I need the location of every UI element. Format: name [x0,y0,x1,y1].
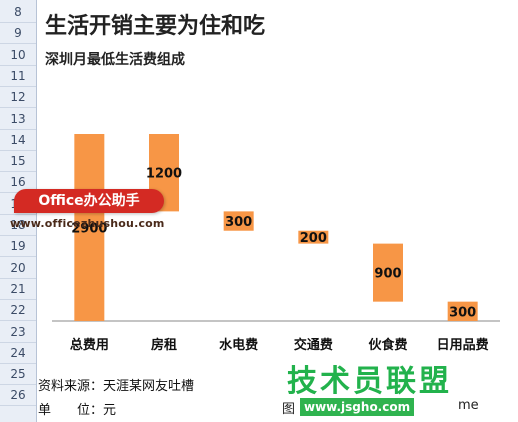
data-label: 1200 [146,167,182,182]
row-number[interactable]: 15 [0,151,36,173]
chart-bar [447,301,478,321]
row-number[interactable]: 14 [0,130,36,151]
site-watermark-text: 技术员联盟 [287,364,452,399]
row-number[interactable]: 19 [0,236,36,258]
footer-fragment-left: 图 [282,402,296,417]
chart-bar [223,211,254,231]
row-number[interactable]: 26 [0,385,36,407]
chart-bar [298,230,329,244]
chart-bar [373,243,403,302]
row-number[interactable]: 22 [0,300,36,322]
data-label: 900 [374,267,401,282]
x-tick-label: 伙食费 [368,337,407,353]
row-number[interactable]: 18 [0,215,36,236]
row-number[interactable]: 11 [0,66,36,87]
row-number[interactable]: 12 [0,87,36,109]
data-label: 200 [300,231,327,246]
chart-title: 生活开销主要为住和吃 [45,14,266,39]
row-number[interactable]: 9 [0,23,36,45]
x-tick-label: 交通费 [294,337,333,353]
row-number[interactable]: 13 [0,109,36,130]
footer-fragment-tail: me [458,398,479,413]
chart-bar [74,134,105,321]
x-tick-label: 日用品费 [437,337,489,353]
office-badge-watermark: Office办公助手 [14,189,164,213]
row-number[interactable]: 21 [0,279,36,300]
chart-subtitle: 深圳月最低生活费组成 [45,52,185,68]
data-label: 300 [225,215,252,230]
row-number[interactable]: 25 [0,364,36,386]
office-url-watermark: www.officezhushou.com [10,217,165,230]
row-number[interactable]: 8 [0,2,36,23]
row-number[interactable]: 10 [0,45,36,66]
x-tick-label: 总费用 [70,337,109,353]
data-label: 300 [449,305,476,320]
data-label: 2900 [71,222,107,237]
row-number[interactable]: 23 [0,322,36,343]
row-number[interactable]: 20 [0,258,36,279]
x-tick-label: 水电费 [219,337,258,353]
source-note: 资料来源：天涯某网友吐槽 [38,379,195,394]
row-number[interactable]: 24 [0,343,36,364]
unit-note: 单 位：元 [38,403,117,418]
x-tick-label: 房租 [151,337,177,353]
site-watermark-url: www.jsgho.com [300,398,415,416]
